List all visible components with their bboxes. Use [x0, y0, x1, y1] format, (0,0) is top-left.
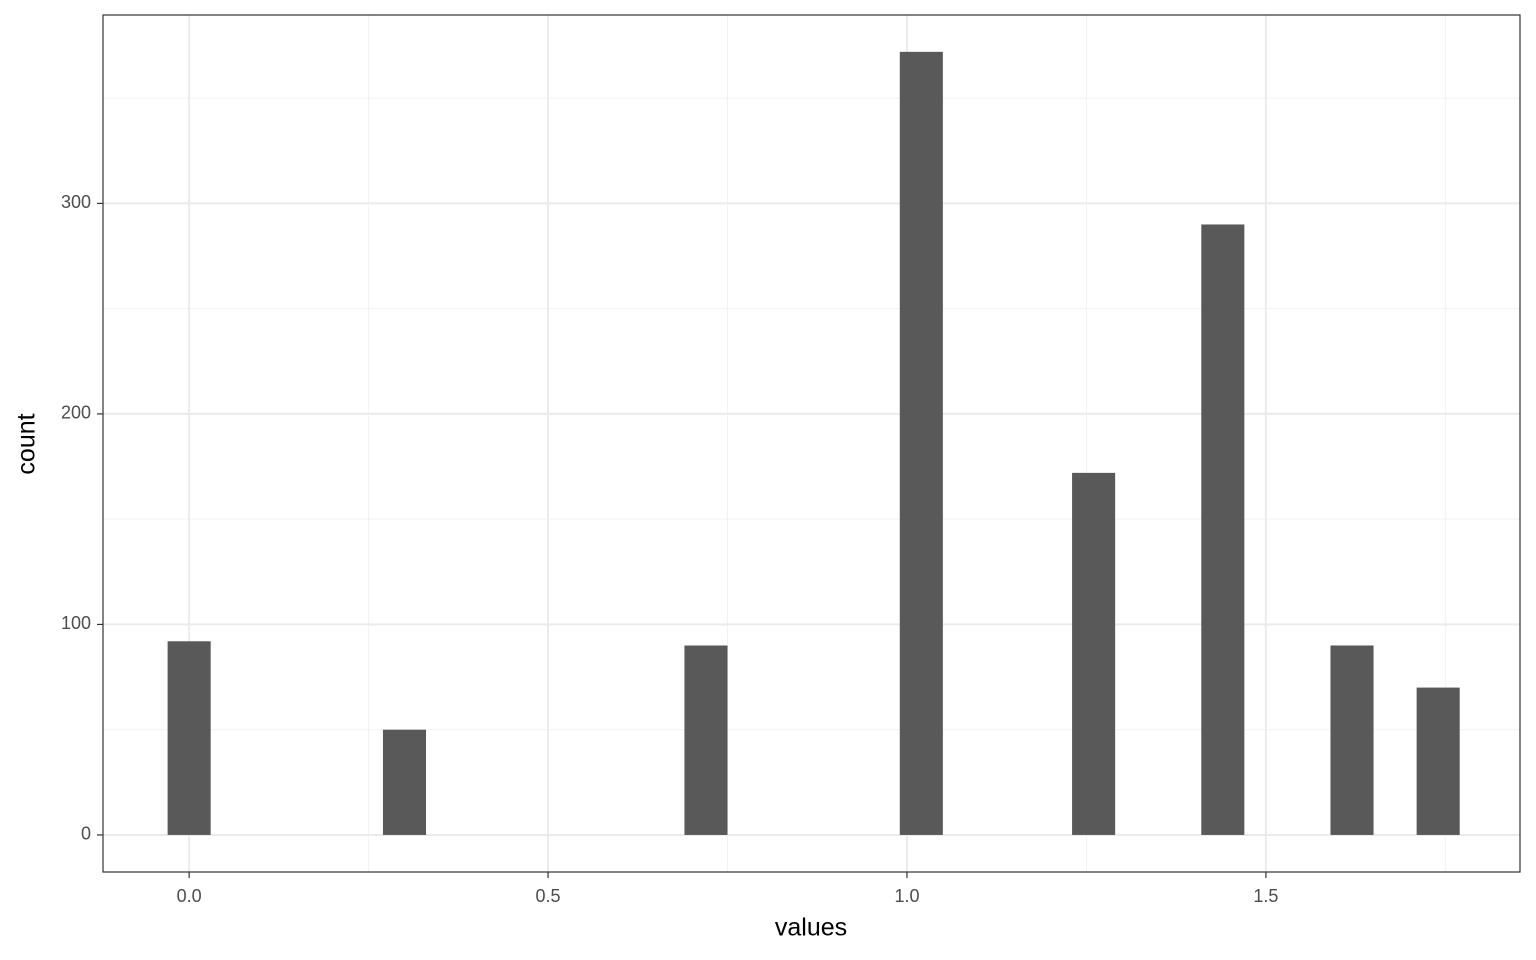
bar	[167, 641, 211, 835]
y-tick-label: 300	[61, 192, 91, 212]
y-tick-label: 100	[61, 613, 91, 633]
bar	[382, 729, 427, 835]
x-tick-label: 1.0	[894, 886, 919, 906]
bar	[1330, 645, 1374, 835]
panel-border	[102, 14, 1521, 873]
x-tick-label: 1.5	[1253, 886, 1278, 906]
x-tick-label: 0.5	[536, 886, 561, 906]
y-tick-label: 0	[81, 824, 91, 844]
bar	[684, 645, 728, 835]
y-axis-title: count	[13, 413, 41, 474]
x-tick-label: 0.0	[177, 886, 202, 906]
bar	[899, 51, 943, 835]
x-axis-title: values	[775, 914, 847, 942]
bar	[1201, 224, 1245, 835]
bar	[1416, 687, 1460, 835]
bar	[1072, 472, 1116, 835]
y-tick-label: 200	[61, 403, 91, 423]
